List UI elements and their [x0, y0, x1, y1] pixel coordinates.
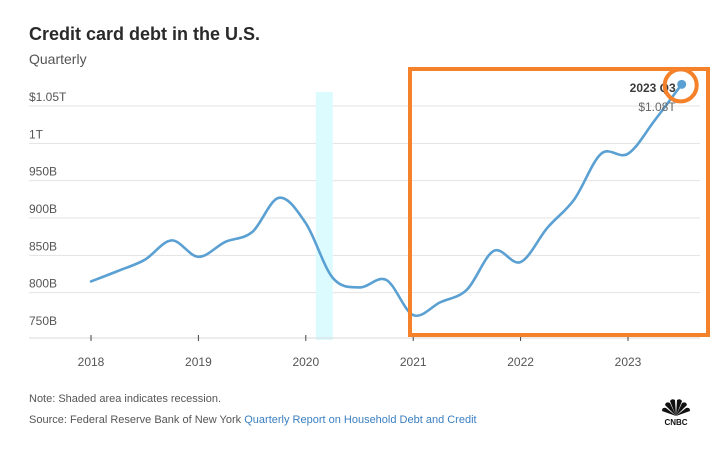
- annotation: 2023 Q3 $1.08T: [630, 79, 687, 114]
- data-point: [89, 279, 93, 283]
- y-tick-label: 750B: [29, 314, 57, 328]
- data-point: [599, 152, 603, 156]
- data-point: [250, 230, 254, 234]
- data-point: [384, 278, 388, 282]
- x-tick-label: 2020: [292, 355, 319, 369]
- data-point: [492, 249, 496, 253]
- source-link[interactable]: Quarterly Report on Household Debt and C…: [244, 414, 477, 426]
- data-point: [438, 300, 442, 304]
- annotation-point: [677, 79, 687, 89]
- highlight-box: [408, 67, 710, 337]
- x-tick-label: 2023: [615, 355, 642, 369]
- data-point: [358, 285, 362, 289]
- data-point: [304, 221, 308, 225]
- data-point: [223, 240, 227, 244]
- x-axis: 2018 2019 2020 2021 2022 2023: [29, 335, 700, 369]
- y-tick-label: 850B: [29, 239, 57, 253]
- data-point: [331, 276, 335, 280]
- data-point: [545, 226, 549, 230]
- data-point: [170, 238, 174, 242]
- recession-band-rect: [315, 92, 333, 340]
- annotation-value: $1.08T: [638, 100, 676, 114]
- svg-text:CNBC: CNBC: [664, 418, 687, 427]
- y-tick-label: 900B: [29, 202, 57, 216]
- highlight-circle: [662, 67, 699, 104]
- data-point: [519, 260, 523, 264]
- chart-note: Note: Shaded area indicates recession.: [29, 393, 222, 405]
- x-tick-label: 2019: [185, 355, 212, 369]
- recession-band: [315, 92, 333, 340]
- data-point: [196, 255, 200, 259]
- line-chart: 750B 800B 850B 900B 950B 1T $1.05T 2018 2019 202…: [29, 67, 710, 369]
- data-point: [653, 118, 657, 122]
- series-line: [89, 83, 683, 318]
- highlight-overlay: [408, 67, 710, 337]
- data-points: [89, 82, 684, 317]
- y-axis-labels: 750B 800B 850B 900B 950B 1T $1.05T: [29, 90, 67, 328]
- data-point: [143, 258, 147, 262]
- data-point: [277, 196, 281, 200]
- data-point: [626, 152, 630, 156]
- chart-source: Source: Federal Reserve Bank of New York…: [29, 414, 477, 426]
- y-tick-label: 800B: [29, 277, 57, 291]
- x-tick-label: 2018: [78, 355, 105, 369]
- y-tick-label: 1T: [29, 127, 44, 141]
- data-point: [572, 197, 576, 201]
- y-tick-label: $1.05T: [29, 90, 67, 104]
- source-prefix: Source: Federal Reserve Bank of New York: [29, 414, 242, 426]
- x-tick-label: 2022: [507, 355, 534, 369]
- chart-subtitle: Quarterly: [29, 51, 87, 67]
- chart-title: Credit card debt in the U.S.: [29, 24, 261, 44]
- cnbc-logo-icon: CNBC: [662, 399, 690, 427]
- data-point: [465, 288, 469, 292]
- data-point: [116, 269, 120, 273]
- annotation-label: 2023 Q3: [630, 81, 676, 95]
- y-tick-label: 950B: [29, 165, 57, 179]
- x-tick-label: 2021: [400, 355, 427, 369]
- gridlines: [29, 105, 700, 294]
